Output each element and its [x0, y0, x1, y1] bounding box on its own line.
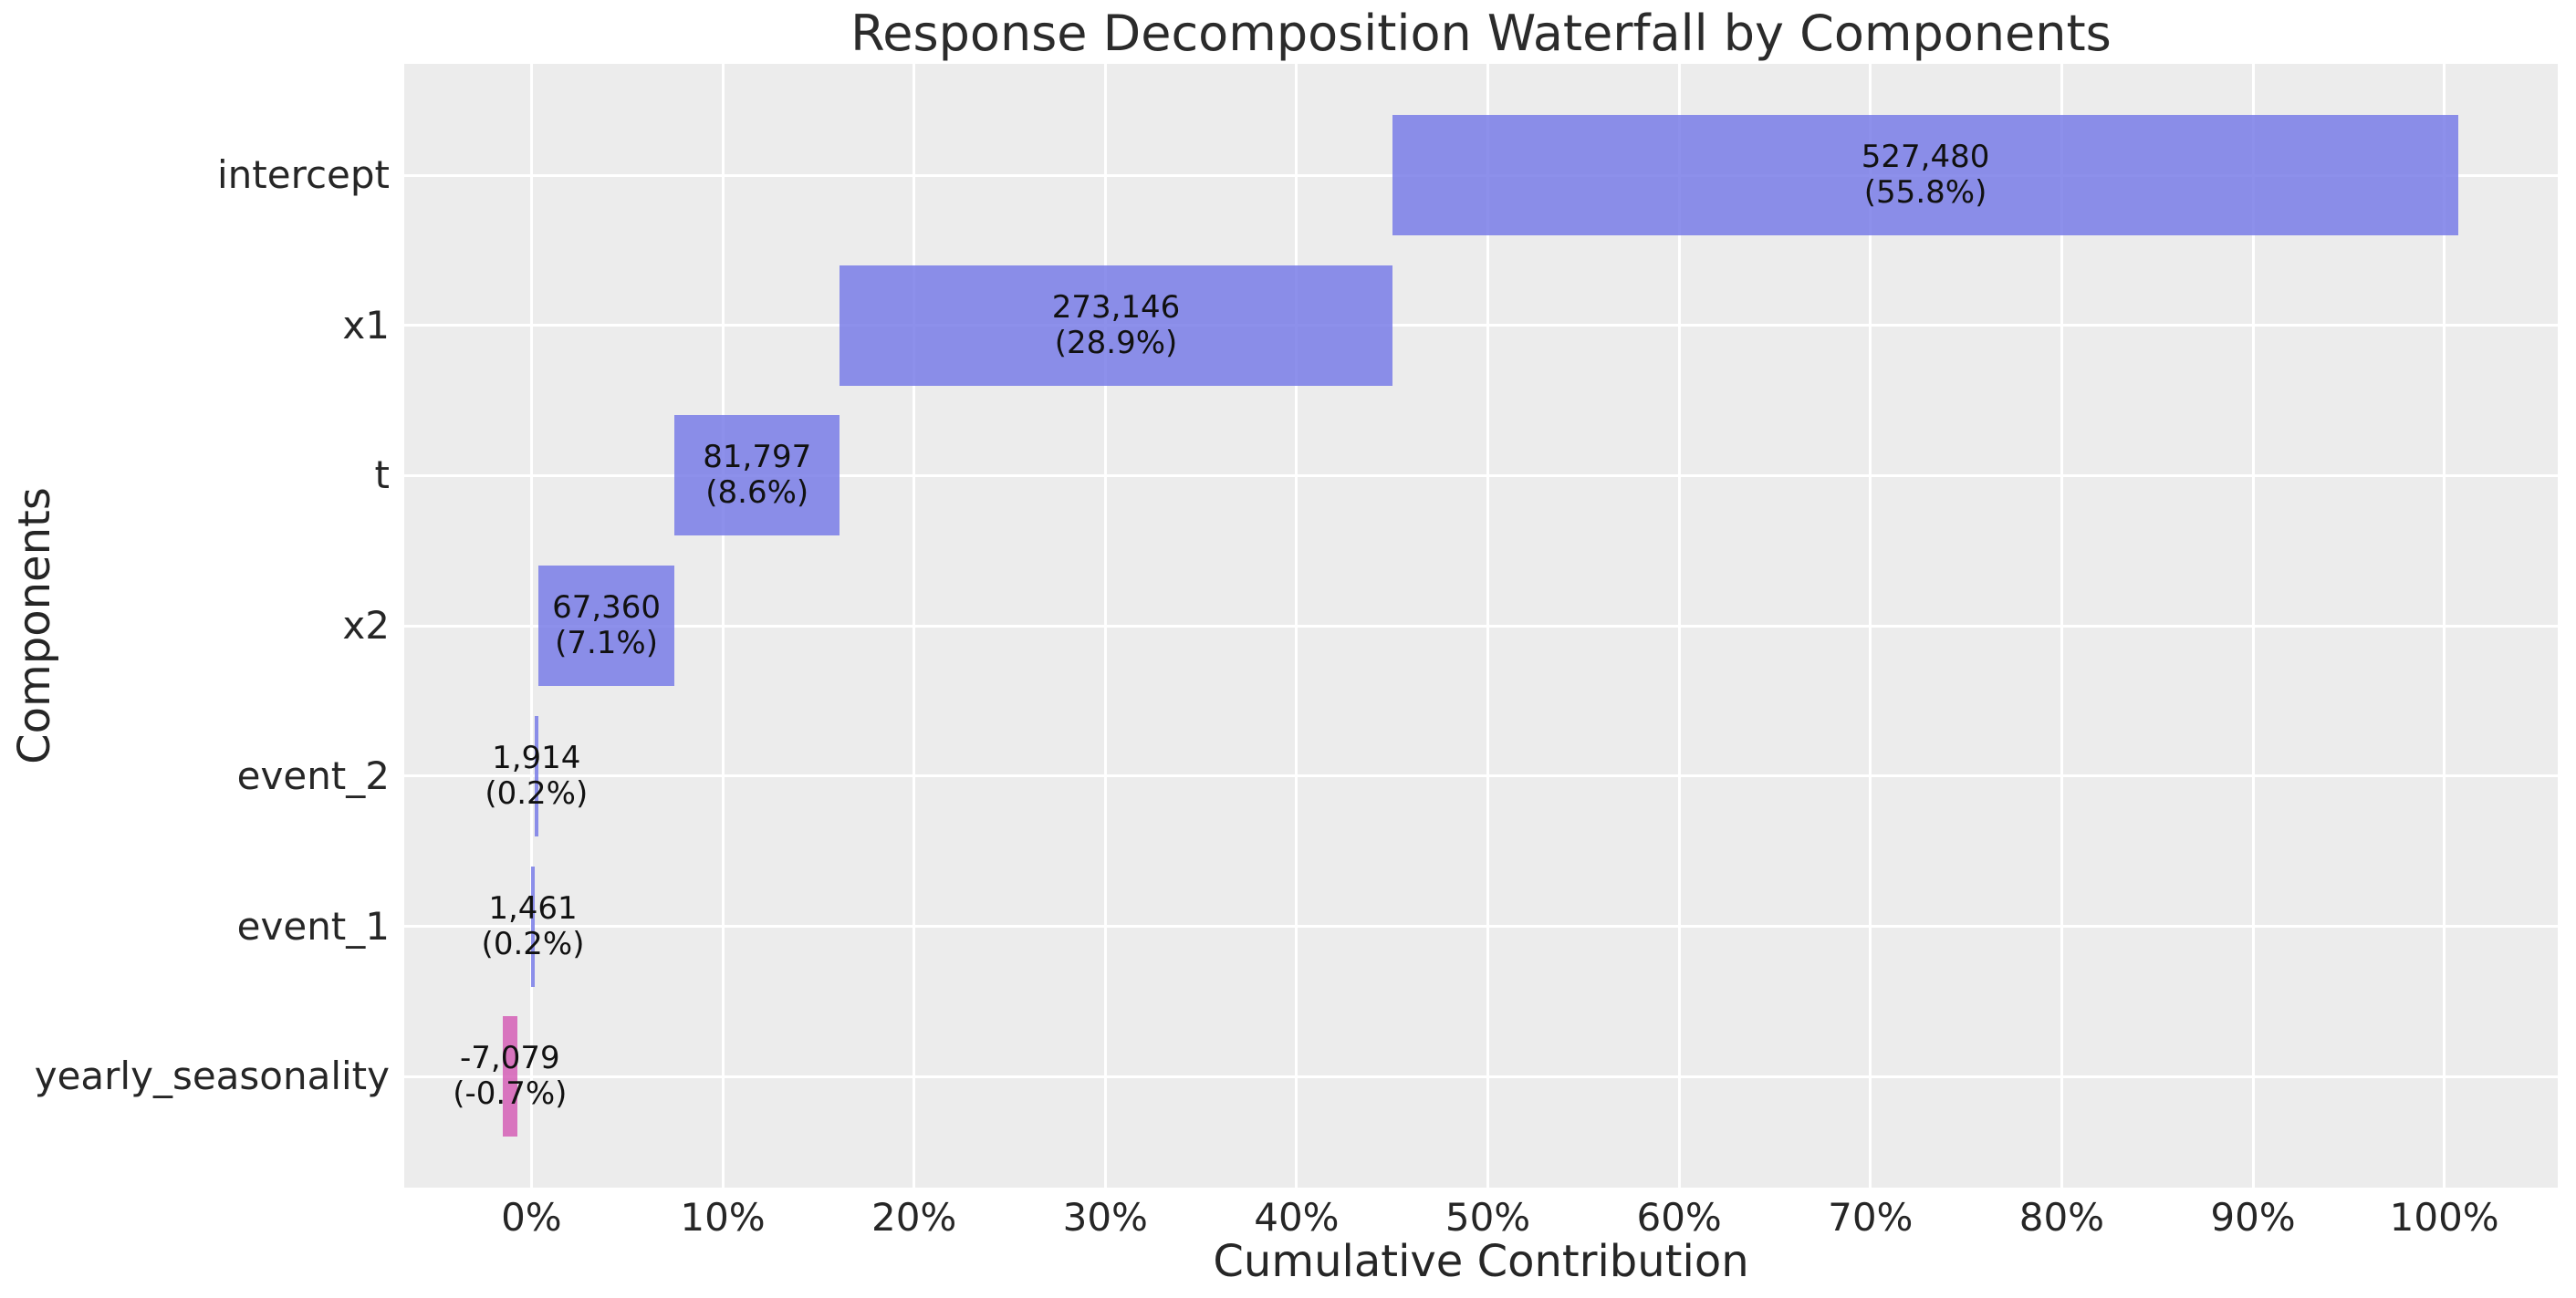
gridline-vertical — [1677, 64, 1681, 1188]
bar-x1 — [840, 265, 1392, 386]
x-tick-label-70%: 70% — [1828, 1195, 1914, 1240]
bar-t — [674, 415, 840, 536]
bar-percent: (28.9%) — [1054, 324, 1178, 361]
x-tick-label-20%: 20% — [871, 1195, 957, 1240]
gridline-horizontal — [404, 473, 2558, 477]
y-tick-label-yearly_seasonality: yearly_seasonality — [34, 1054, 390, 1099]
y-tick-label-intercept: intercept — [217, 152, 390, 197]
bar-value-label-event_1: 1,461 (0.2%) — [481, 889, 585, 962]
plot-area: 527,480 (55.8%) 273,146 (28.9%) 81,797 (8.6%)… — [404, 64, 2558, 1188]
bar-percent: (0.2%) — [481, 925, 585, 962]
bar-value: 81,797 — [703, 439, 812, 476]
bar-value: 273,146 — [1051, 288, 1181, 326]
x-tick-label-10%: 10% — [680, 1195, 766, 1240]
y-tick-label-x2: x2 — [342, 603, 390, 649]
gridline-vertical — [721, 64, 725, 1188]
chart-title: Response Decomposition Waterfall by Comp… — [850, 5, 2112, 62]
bar-value: 1,914 — [492, 739, 581, 776]
y-tick-label-event_1: event_1 — [236, 903, 390, 949]
gridline-vertical — [1295, 64, 1298, 1188]
gridline-horizontal — [404, 324, 2558, 327]
bar-intercept — [1392, 115, 2459, 235]
bar-value-label-intercept: 527,480 (55.8%) — [1862, 140, 1990, 211]
gridline-vertical — [1869, 64, 1872, 1188]
gridline-horizontal — [404, 925, 2558, 929]
gridline-vertical — [2060, 64, 2063, 1188]
bar-value-label-event_2: 1,914 (0.2%) — [485, 739, 589, 812]
gridline-vertical — [1486, 64, 1490, 1188]
bar-value: -7,079 — [460, 1040, 560, 1077]
bar-percent: (8.6%) — [705, 474, 809, 512]
bar-value-label-t: 81,797 (8.6%) — [703, 440, 811, 511]
x-tick-label-50%: 50% — [1444, 1195, 1531, 1240]
bar-value: 1,461 — [488, 889, 578, 927]
bar-value: 527,480 — [1861, 139, 1990, 175]
bar-x2 — [537, 566, 675, 687]
gridline-horizontal — [404, 774, 2558, 778]
bar-percent: (55.8%) — [1863, 174, 1987, 211]
gridline-horizontal — [404, 624, 2558, 628]
bar-value-label-x2: 67,360 (7.1%) — [552, 590, 661, 661]
x-tick-label-100%: 100% — [2389, 1195, 2499, 1240]
bar-event_2 — [534, 715, 538, 836]
bar-yearly_seasonality — [502, 1016, 517, 1137]
x-tick-label-60%: 60% — [1636, 1195, 1722, 1240]
gridline-horizontal — [404, 1075, 2558, 1078]
bar-event_1 — [531, 866, 535, 987]
x-tick-label-40%: 40% — [1254, 1195, 1340, 1240]
y-tick-label-x1: x1 — [342, 302, 390, 348]
y-tick-label-event_2: event_2 — [236, 753, 390, 798]
gridline-vertical — [2443, 64, 2446, 1188]
gridline-vertical — [2251, 64, 2255, 1188]
x-tick-label-30%: 30% — [1062, 1195, 1148, 1240]
y-axis-label: Components — [9, 487, 60, 764]
gridline-vertical — [1103, 64, 1107, 1188]
gridline-vertical — [529, 64, 533, 1188]
gridline-vertical — [913, 64, 916, 1188]
bar-value: 67,360 — [552, 589, 662, 627]
x-axis-label: Cumulative Contribution — [1213, 1236, 1749, 1287]
bar-value-label-x1: 273,146 (28.9%) — [1051, 288, 1181, 361]
bar-percent: (-0.7%) — [453, 1075, 568, 1113]
y-tick-label-t: t — [374, 452, 390, 498]
x-tick-label-0%: 0% — [501, 1195, 562, 1240]
bar-value-label-yearly_seasonality: -7,079 (-0.7%) — [453, 1041, 567, 1112]
x-tick-label-80%: 80% — [2018, 1195, 2105, 1240]
bar-percent: (0.2%) — [485, 774, 589, 812]
bar-percent: (7.1%) — [555, 625, 659, 662]
x-tick-label-90%: 90% — [2210, 1195, 2296, 1240]
